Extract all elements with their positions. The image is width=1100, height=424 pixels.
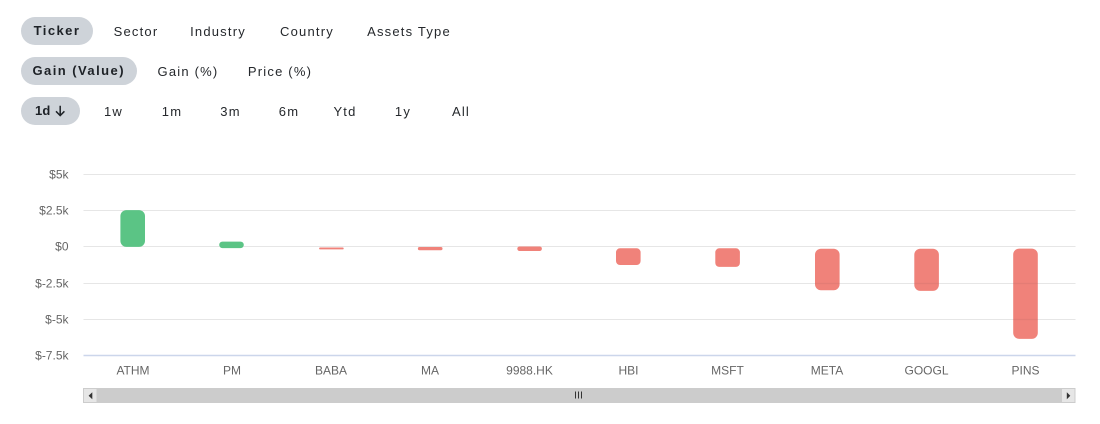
svg-text:$-7.5k: $-7.5k xyxy=(35,349,69,363)
svg-text:$-2.5k: $-2.5k xyxy=(35,277,69,291)
svg-text:$-5k: $-5k xyxy=(45,313,69,327)
svg-text:ATHM: ATHM xyxy=(116,364,149,378)
svg-text:$5k: $5k xyxy=(49,168,69,182)
svg-text:GOOGL: GOOGL xyxy=(904,364,948,378)
svg-text:$0: $0 xyxy=(55,240,69,254)
svg-text:BABA: BABA xyxy=(315,364,347,378)
svg-text:MA: MA xyxy=(421,364,439,378)
svg-text:HBI: HBI xyxy=(618,364,638,378)
svg-text:MSFT: MSFT xyxy=(711,364,744,378)
svg-text:PM: PM xyxy=(223,364,241,378)
svg-text:9988.HK: 9988.HK xyxy=(506,364,553,378)
svg-text:$2.5k: $2.5k xyxy=(39,204,69,218)
svg-text:META: META xyxy=(811,364,843,378)
svg-text:PINS: PINS xyxy=(1011,364,1039,378)
